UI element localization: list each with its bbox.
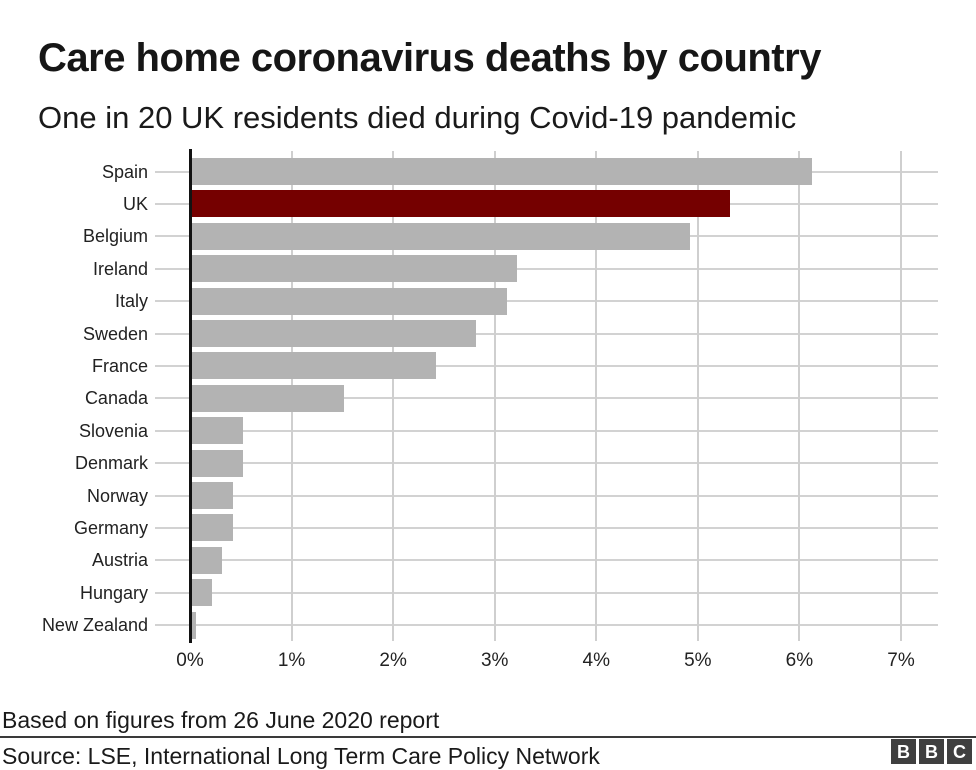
category-label-uk: UK [122, 193, 148, 214]
bar-italy [192, 287, 507, 315]
gridline-horizontal [155, 332, 938, 335]
source-text: Source: LSE, International Long Term Car… [2, 743, 600, 769]
bar-new-zealand [192, 611, 197, 639]
bar-ireland [192, 255, 518, 283]
category-label-norway: Norway [86, 485, 148, 506]
footer-divider [0, 736, 976, 738]
category-label-spain: Spain [101, 161, 148, 182]
bbc-logo-block-b: B [919, 739, 944, 764]
gridline-horizontal [155, 300, 938, 303]
bar-belgium [192, 222, 690, 250]
y-axis-line [189, 149, 192, 643]
x-tick-label-7pct: 7% [887, 650, 915, 671]
category-label-hungary: Hungary [79, 582, 148, 603]
category-label-new-zealand: New Zealand [41, 615, 148, 636]
gridline-horizontal [155, 397, 938, 400]
category-label-denmark: Denmark [74, 453, 148, 474]
category-label-austria: Austria [91, 550, 148, 571]
chart-title: Care home coronavirus deaths by country [38, 36, 821, 80]
bbc-logo-block-c: C [947, 739, 972, 764]
gridline-horizontal [155, 494, 938, 497]
gridline-vertical [493, 151, 496, 641]
x-tick-label-3pct: 3% [480, 650, 509, 671]
bar-sweden [192, 320, 477, 347]
gridline-vertical [392, 151, 395, 641]
chart-subtitle: One in 20 UK residents died during Covid… [38, 100, 797, 135]
bar-france [192, 352, 436, 380]
gridline-horizontal [155, 559, 938, 562]
bar-germany [192, 514, 233, 542]
gridline-vertical [595, 151, 598, 641]
x-tick-label-5pct: 5% [684, 650, 712, 671]
category-label-germany: Germany [73, 517, 148, 538]
gridline-vertical [798, 151, 801, 641]
bar-norway [192, 482, 233, 509]
x-tick-label-1pct: 1% [277, 650, 306, 671]
gridline-horizontal [155, 526, 938, 529]
gridline-horizontal [155, 364, 938, 367]
bar-chart-plot: 0% 1% 2% 3% 4% 5% 6% 7% Spain UK Belgium Ireland Ita… [41, 149, 938, 671]
bar-uk [192, 190, 731, 218]
gridline-horizontal [155, 624, 938, 627]
chart-footnote: Based on figures from 26 June 2020 repor… [2, 707, 440, 733]
bbc-logo-block-b: B [891, 739, 916, 764]
gridline-horizontal [155, 267, 938, 270]
bar-spain [192, 158, 812, 185]
gridline-vertical [696, 151, 699, 641]
category-label-sweden: Sweden [82, 323, 148, 344]
bar-slovenia [192, 417, 243, 445]
category-label-france: France [91, 355, 148, 376]
bar-canada [192, 384, 345, 412]
gridline-horizontal [155, 591, 938, 594]
bar-denmark [192, 449, 243, 477]
category-label-slovenia: Slovenia [78, 420, 148, 441]
x-tick-label-2pct: 2% [379, 650, 407, 671]
x-tick-label-6pct: 6% [785, 650, 814, 671]
bar-austria [192, 546, 223, 574]
category-label-canada: Canada [84, 388, 148, 409]
gridline-vertical [899, 151, 902, 641]
category-label-italy: Italy [114, 291, 148, 312]
bar-hungary [192, 579, 213, 607]
category-label-belgium: Belgium [82, 226, 148, 247]
category-label-ireland: Ireland [92, 258, 148, 279]
gridline-horizontal [155, 429, 938, 432]
gridline-horizontal [155, 462, 938, 465]
x-tick-label-4pct: 4% [582, 650, 610, 671]
x-tick-label-0pct: 0% [176, 650, 204, 671]
